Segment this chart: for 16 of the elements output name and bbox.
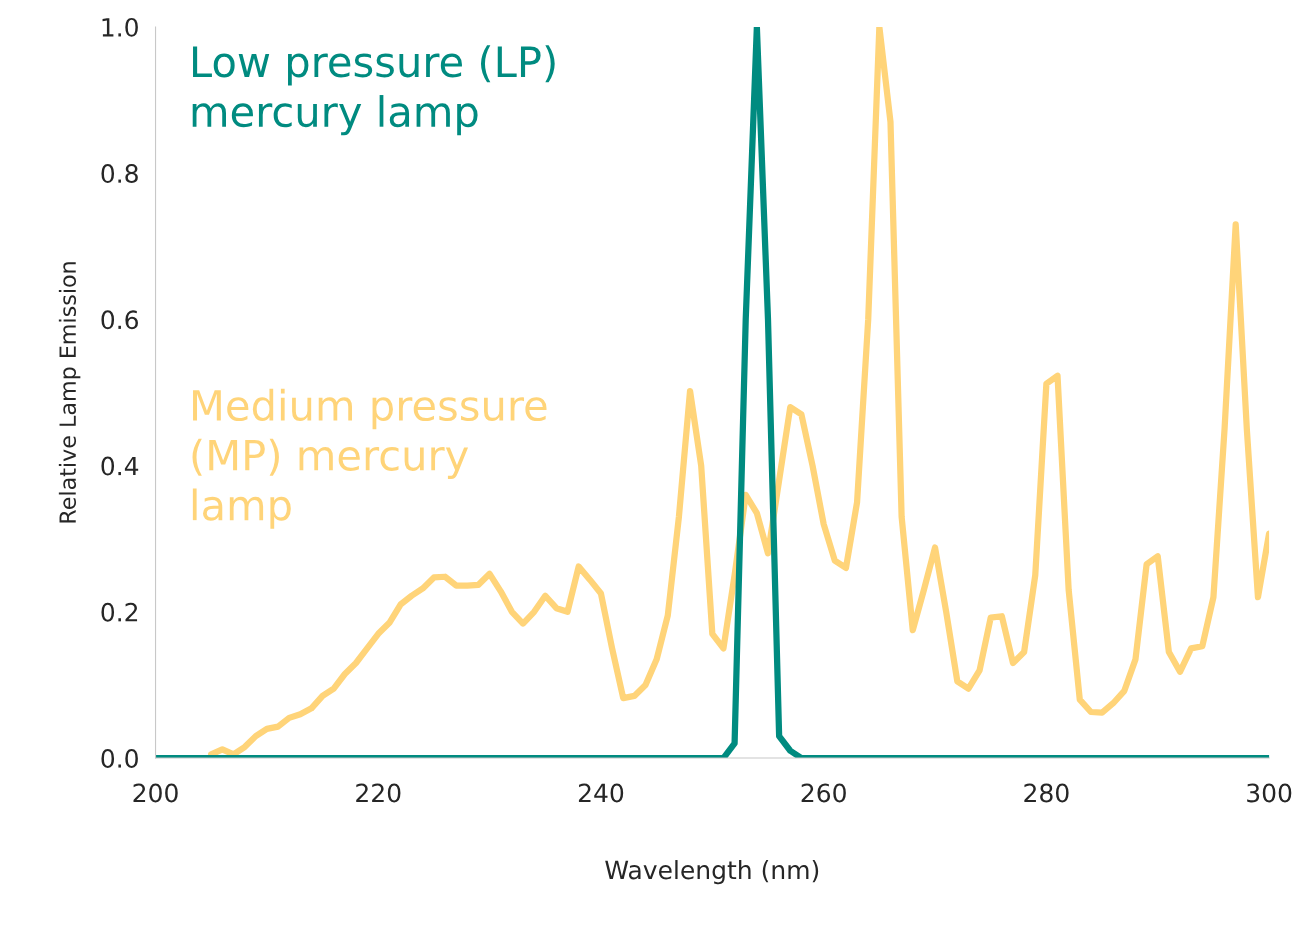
y-tick-label: 1.0 xyxy=(102,17,138,37)
x-axis-title: Wavelength (nm) xyxy=(605,860,819,885)
y-tick-label: 0.2 xyxy=(101,602,138,622)
y-tick-label: 0.0 xyxy=(101,749,138,768)
x-tick-label: 200 xyxy=(133,783,178,803)
series-label: Medium pressure (MP) mercury lamp xyxy=(192,388,547,529)
x-tick-label: 280 xyxy=(1024,783,1069,803)
y-tick-label: 0.6 xyxy=(101,310,138,330)
x-tick-label: 220 xyxy=(356,783,401,803)
y-tick-label: 0.4 xyxy=(101,456,139,476)
text: Low pressure (LP) mercury lamp xyxy=(192,45,555,136)
y-axis-title: Relative Lamp Emission xyxy=(58,262,81,523)
x-tick-label: 240 xyxy=(578,783,624,803)
y-tick-label: 0.8 xyxy=(101,164,138,184)
x-tick-label: 300 xyxy=(1247,783,1292,803)
x-tick-label: 260 xyxy=(801,783,846,803)
